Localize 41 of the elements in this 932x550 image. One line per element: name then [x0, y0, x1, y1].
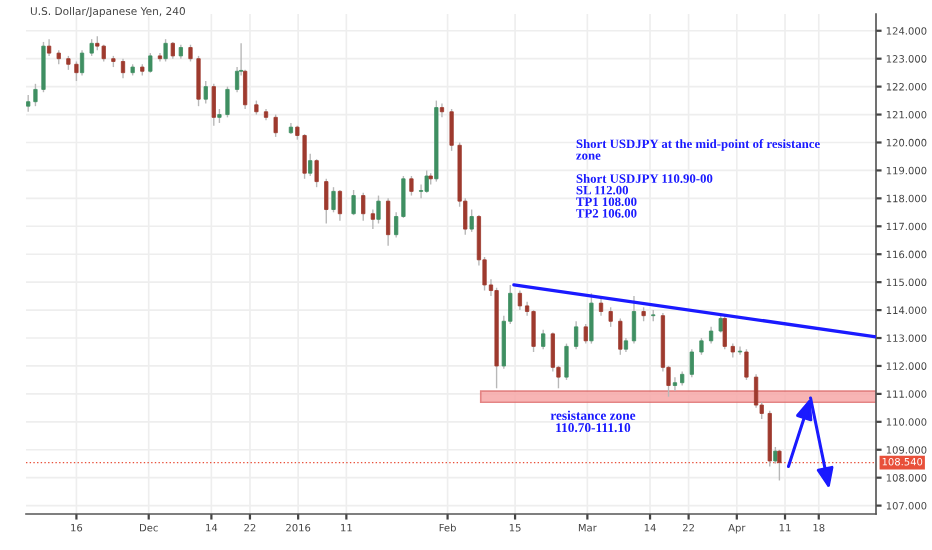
candlestick — [361, 192, 366, 222]
candlestick — [163, 38, 168, 63]
candlestick — [302, 133, 307, 180]
candlestick — [409, 175, 414, 197]
candlestick — [744, 348, 749, 381]
candlestick — [439, 102, 445, 119]
candlestick — [608, 306, 613, 328]
candlestick — [583, 323, 588, 345]
candlestick — [120, 57, 126, 79]
candlestick — [469, 208, 474, 233]
candlestick — [689, 348, 694, 378]
candlestick — [589, 292, 594, 345]
candlestick — [574, 320, 579, 350]
candlestick — [225, 85, 230, 119]
candlestick — [331, 186, 336, 214]
candlestick — [203, 80, 208, 105]
candlestick — [324, 178, 329, 225]
candlestick — [370, 208, 375, 230]
candlestick — [564, 342, 569, 381]
candlestick — [777, 449, 782, 482]
candlestick — [531, 309, 536, 353]
candlestick — [418, 183, 424, 200]
candlestick — [211, 83, 216, 127]
candlestick — [196, 55, 201, 107]
candlestick — [351, 189, 356, 216]
candlestick — [337, 189, 343, 222]
candlestick — [424, 169, 429, 194]
candlestick — [376, 194, 381, 225]
candlestick — [74, 60, 79, 82]
candlestick — [541, 328, 546, 350]
candlestick — [79, 49, 85, 77]
candlestick — [314, 158, 319, 188]
candlestick — [631, 295, 637, 345]
candlestick — [148, 52, 153, 74]
candlestick — [672, 376, 678, 392]
candlestick — [273, 113, 278, 138]
candlestick — [386, 197, 391, 247]
candlestick — [517, 289, 522, 311]
candlestick — [767, 409, 772, 468]
candlestick — [618, 317, 623, 356]
candlestick — [308, 152, 313, 177]
